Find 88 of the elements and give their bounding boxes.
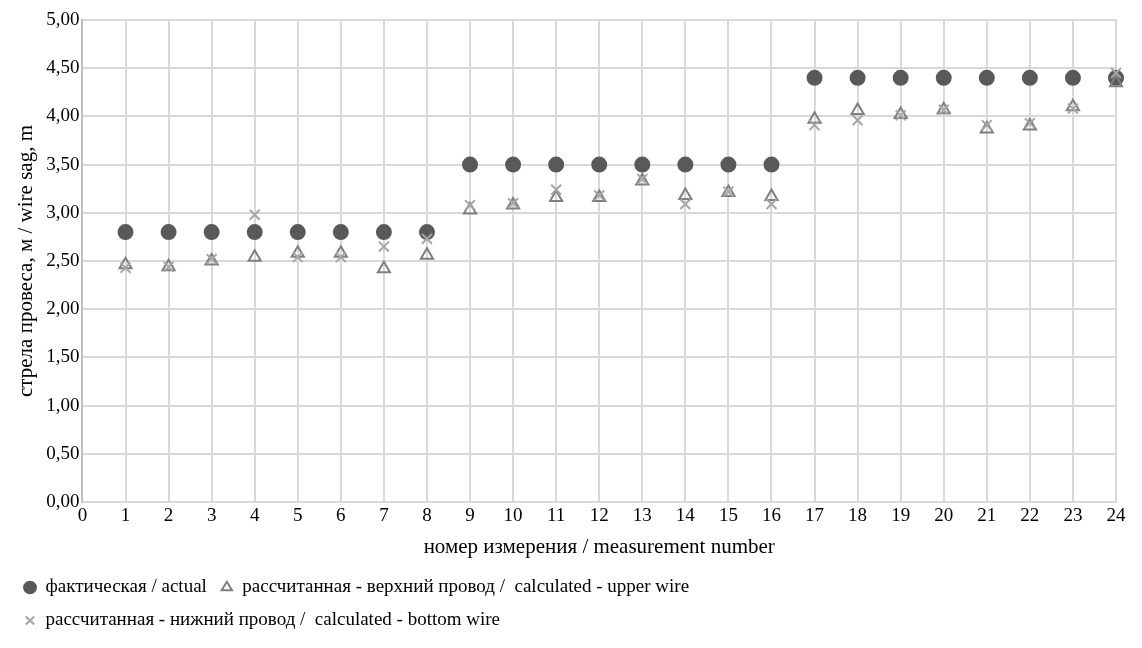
x-tick-label: 21 (977, 504, 997, 526)
x-tick-label: 2 (163, 504, 174, 526)
point (892, 69, 909, 86)
point (203, 224, 220, 241)
point (764, 188, 779, 201)
point (679, 198, 692, 211)
x-tick-label: 19 (891, 504, 911, 526)
x-tick-label: 24 (1106, 504, 1126, 526)
point (505, 156, 522, 173)
x-tick-label: 20 (934, 504, 954, 526)
y-tick-label: 0,50 (46, 441, 80, 463)
x-tick-label: 12 (589, 504, 609, 526)
legend-label: фактическая / actual (45, 575, 207, 597)
point (1064, 69, 1081, 86)
point (978, 69, 995, 86)
x-tick-label: 18 (848, 504, 868, 526)
point (807, 111, 822, 124)
point (248, 208, 261, 221)
x-tick-label: 16 (761, 504, 781, 526)
y-tick-label: 3,00 (46, 200, 80, 222)
x-axis-title: номер измерения / measurement number (423, 533, 775, 558)
x-tick-label: 1 (120, 504, 131, 526)
y-tick-label: 4,00 (46, 104, 80, 126)
point (334, 251, 347, 264)
legend-label: рассчитанная - нижний провод / calculated - bottom wire (45, 608, 500, 630)
point (720, 156, 737, 173)
x-tick-label: 14 (675, 504, 696, 526)
y-tick-label: 1,00 (46, 393, 80, 415)
point (333, 245, 348, 258)
point (377, 240, 390, 253)
y-tick-label: 5,00 (46, 7, 80, 29)
point (850, 102, 865, 116)
y-tick-label: 4,50 (46, 56, 80, 78)
point (763, 156, 780, 173)
x-tick-label: 8 (422, 504, 432, 526)
x-tick-label: 3 (206, 504, 217, 526)
x-tick-label: 22 (1020, 504, 1040, 526)
point (247, 249, 262, 262)
x-tick-label: 17 (805, 504, 825, 526)
point (678, 187, 693, 200)
point (160, 224, 177, 241)
point (634, 156, 651, 173)
x-tick-label: 7 (379, 504, 389, 526)
point (290, 245, 305, 258)
point (119, 261, 132, 274)
point (1066, 102, 1079, 115)
x-tick-label: 5 (293, 504, 303, 526)
point (462, 156, 479, 173)
x-tick-label: 11 (547, 504, 566, 526)
point (765, 198, 778, 211)
y-tick-label: 1,50 (46, 345, 80, 367)
point (1065, 98, 1080, 112)
point (549, 189, 564, 202)
legend-label: рассчитанная - верхний провод / calculated - upper wire (242, 575, 690, 597)
x-tick-label: 9 (465, 504, 475, 526)
point (118, 256, 133, 270)
point (1021, 69, 1038, 86)
y-tick-label: 2,00 (46, 297, 80, 319)
x-tick-label: 13 (632, 504, 652, 526)
point (677, 156, 694, 173)
x-tick-label: 6 (336, 504, 346, 526)
point (806, 69, 823, 86)
x-tick-label: 10 (503, 504, 523, 526)
point (849, 69, 866, 86)
point (246, 224, 263, 241)
y-axis-title: стрела провеса, м / wire sag, m (13, 125, 38, 397)
point (548, 156, 565, 173)
point (289, 224, 306, 241)
point (117, 224, 134, 241)
point (935, 69, 952, 86)
x-tick-label: 23 (1063, 504, 1083, 526)
x-tick-label: 15 (718, 504, 738, 526)
point (1108, 74, 1124, 88)
point (419, 247, 435, 260)
y-tick-label: 2,50 (46, 248, 80, 270)
y-tick-label: 3,50 (46, 152, 80, 174)
point (291, 251, 304, 264)
point (851, 114, 864, 127)
point (375, 224, 392, 241)
point (550, 183, 563, 196)
x-tick-label: 0 (77, 504, 88, 526)
point (421, 232, 433, 245)
x-tick-label: 4 (249, 504, 260, 526)
y-tick-label: 0,00 (46, 489, 80, 511)
point (376, 260, 391, 274)
point (591, 156, 608, 173)
point (808, 119, 821, 132)
point (332, 224, 349, 241)
